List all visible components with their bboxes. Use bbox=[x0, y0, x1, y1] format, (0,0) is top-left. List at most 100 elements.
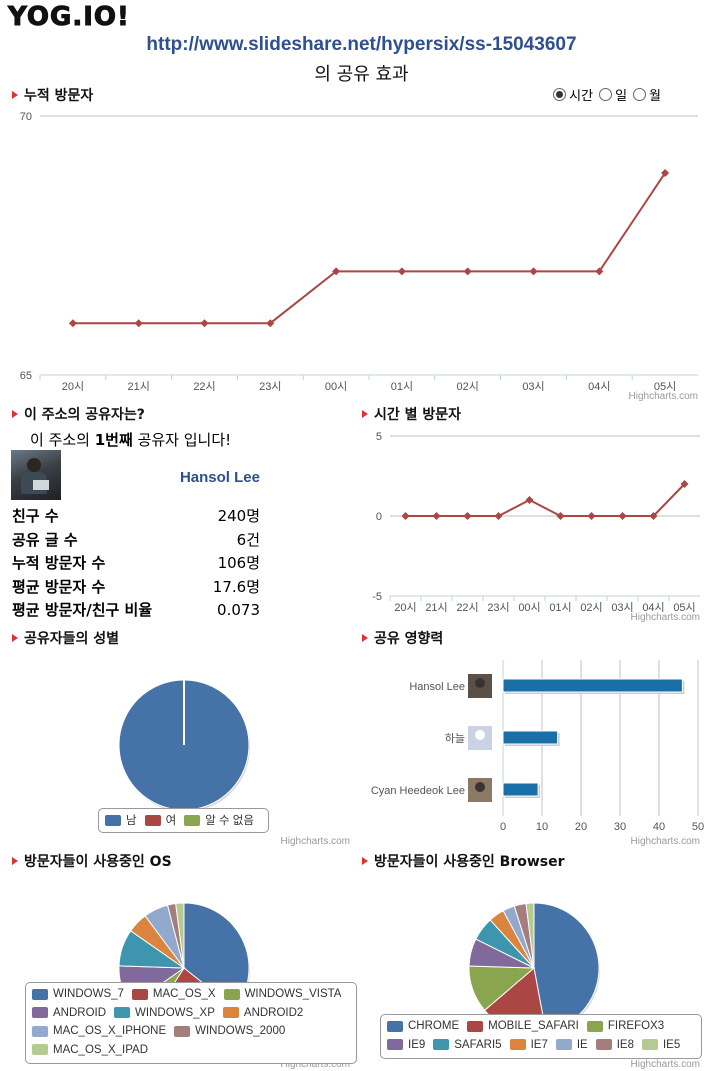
data-point bbox=[266, 319, 275, 328]
intro-suffix: 공유자 입니다! bbox=[132, 431, 232, 449]
x-tick-label: 05시 bbox=[654, 381, 676, 393]
x-tick-label: 21시 bbox=[128, 381, 150, 393]
x-tick-label: 23시 bbox=[259, 381, 281, 393]
y-tick-label: 5 bbox=[376, 431, 382, 443]
legend-label: MAC_OS_X bbox=[152, 988, 216, 1000]
legend-swatch bbox=[144, 814, 161, 826]
radio-month-label: 월 bbox=[649, 89, 661, 104]
legend-item[interactable]: WINDOWS_7 bbox=[32, 986, 124, 1002]
x-tick-label: 02시 bbox=[457, 381, 479, 393]
legend-item[interactable]: MOBILE_SAFARI bbox=[467, 1018, 579, 1034]
legend-label: IE5 bbox=[662, 1038, 681, 1051]
legend-swatch bbox=[105, 814, 121, 826]
stat-value: 6건 bbox=[236, 530, 260, 549]
legend-swatch bbox=[641, 1039, 658, 1050]
data-point bbox=[200, 319, 209, 328]
data-point bbox=[529, 267, 538, 276]
radio-hour[interactable] bbox=[553, 88, 567, 101]
legend-item[interactable]: MAC_OS_X bbox=[131, 986, 216, 1002]
x-tick-label: 40 bbox=[653, 821, 665, 833]
category-label: Cyan Heedeok Lee bbox=[371, 785, 465, 797]
y-tick-label: 70 bbox=[20, 111, 32, 123]
site-logo[interactable]: YOG.IO! bbox=[8, 2, 130, 33]
gender-legend: 남 여 알 수 없음 bbox=[98, 808, 269, 833]
legend-item[interactable]: 여 bbox=[144, 812, 177, 828]
section-title-text: 시간 별 방문자 bbox=[374, 407, 462, 423]
legend-swatch bbox=[555, 1039, 572, 1050]
legend-label: WINDOWS_7 bbox=[53, 988, 124, 1000]
x-tick-label: 20 bbox=[575, 821, 587, 833]
series-line bbox=[72, 172, 666, 325]
stat-label: 친구 수 bbox=[12, 507, 59, 525]
legend-item[interactable]: 남 bbox=[105, 812, 137, 828]
legend-item[interactable]: IE8 bbox=[595, 1037, 634, 1053]
legend-item[interactable]: 알 수 없음 bbox=[184, 812, 254, 828]
highcharts-credit: Highcharts.com bbox=[631, 612, 700, 623]
avatar-head-icon bbox=[475, 782, 485, 792]
section-bullet-icon bbox=[12, 634, 18, 642]
data-point bbox=[463, 512, 472, 520]
legend-item[interactable]: IE9 bbox=[387, 1037, 425, 1053]
sharer-name-link[interactable]: Hansol Lee bbox=[179, 469, 260, 486]
legend-item[interactable]: FIREFOX3 bbox=[586, 1018, 664, 1034]
legend-item[interactable]: ANDROID2 bbox=[222, 1005, 303, 1021]
x-tick-label: 20시 bbox=[394, 602, 416, 614]
legend-item[interactable]: IE5 bbox=[641, 1037, 681, 1053]
browser-legend: CHROME MOBILE_SAFARI FIREFOX3 IE9 SAFARI5 IE7… bbox=[380, 1014, 702, 1059]
legend-item[interactable]: MAC_OS_X_IPHONE bbox=[32, 1023, 166, 1039]
section-title-text: 공유 영향력 bbox=[374, 631, 444, 647]
data-point bbox=[432, 512, 441, 520]
radio-month[interactable] bbox=[633, 88, 647, 101]
period-radio-group: 시간 일 월 bbox=[549, 85, 661, 104]
pie-slice bbox=[175, 902, 185, 969]
radio-day-label: 일 bbox=[615, 89, 628, 104]
section-bullet-icon bbox=[362, 634, 368, 642]
sharer-avatar[interactable] bbox=[11, 450, 61, 500]
section-bullet-icon bbox=[12, 857, 18, 865]
highcharts-credit: Highcharts.com bbox=[631, 836, 700, 847]
highcharts-credit: Highcharts.com bbox=[281, 1059, 350, 1070]
data-point bbox=[332, 267, 341, 276]
pie-slice bbox=[525, 902, 535, 969]
x-tick-label: 00시 bbox=[325, 381, 347, 393]
section-title-influence: 공유 영향력 bbox=[362, 628, 443, 648]
stat-friends: 친구 수 240명 bbox=[12, 505, 260, 529]
legend-swatch bbox=[433, 1039, 450, 1050]
legend-item[interactable]: IE7 bbox=[509, 1037, 548, 1053]
legend-item[interactable]: WINDOWS_2000 bbox=[174, 1023, 285, 1039]
section-title-sharer: 이 주소의 공유자는? bbox=[12, 404, 145, 424]
data-point bbox=[68, 319, 77, 328]
legend-item[interactable]: IE bbox=[555, 1037, 588, 1053]
legend-item[interactable]: CHROME bbox=[387, 1018, 459, 1034]
section-title-text: 누적 방문자 bbox=[24, 88, 94, 104]
shared-url-link[interactable]: http://www.slideshare.net/hypersix/ss-15… bbox=[146, 34, 577, 55]
legend-item[interactable]: ANDROID bbox=[32, 1005, 106, 1021]
legend-swatch bbox=[184, 814, 201, 826]
category-label: Hansol Lee bbox=[409, 681, 465, 693]
data-point bbox=[618, 512, 627, 520]
x-tick-label: 10 bbox=[536, 821, 548, 833]
legend-label: IE8 bbox=[616, 1038, 634, 1051]
stat-avg-visitors: 평균 방문자 수 17.6명 bbox=[12, 576, 260, 600]
highcharts-credit: Highcharts.com bbox=[629, 391, 698, 402]
radio-day[interactable] bbox=[599, 88, 613, 101]
legend-swatch bbox=[387, 1020, 403, 1032]
legend-label: WINDOWS_2000 bbox=[195, 1025, 286, 1037]
legend-item[interactable]: WINDOWS_XP bbox=[114, 1005, 215, 1021]
legend-item[interactable]: SAFARI5 bbox=[433, 1037, 502, 1053]
section-title-cumulative: 누적 방문자 bbox=[12, 85, 93, 105]
legend-item[interactable]: WINDOWS_VISTA bbox=[223, 986, 341, 1002]
data-point bbox=[595, 267, 604, 276]
stat-label: 평균 방문자/친구 비율 bbox=[12, 601, 153, 619]
bar bbox=[502, 678, 683, 693]
data-point bbox=[680, 480, 689, 488]
legend-swatch bbox=[509, 1039, 526, 1050]
x-tick-label: 03시 bbox=[611, 602, 633, 614]
stat-value: 17.6명 bbox=[212, 577, 260, 596]
x-tick-label: 01시 bbox=[391, 381, 413, 393]
x-tick-label: 23시 bbox=[487, 602, 509, 614]
legend-label: 여 bbox=[165, 815, 177, 827]
x-tick-label: 20시 bbox=[62, 381, 84, 393]
legend-item[interactable]: MAC_OS_X_IPAD bbox=[32, 1042, 148, 1058]
legend-swatch bbox=[595, 1039, 612, 1050]
